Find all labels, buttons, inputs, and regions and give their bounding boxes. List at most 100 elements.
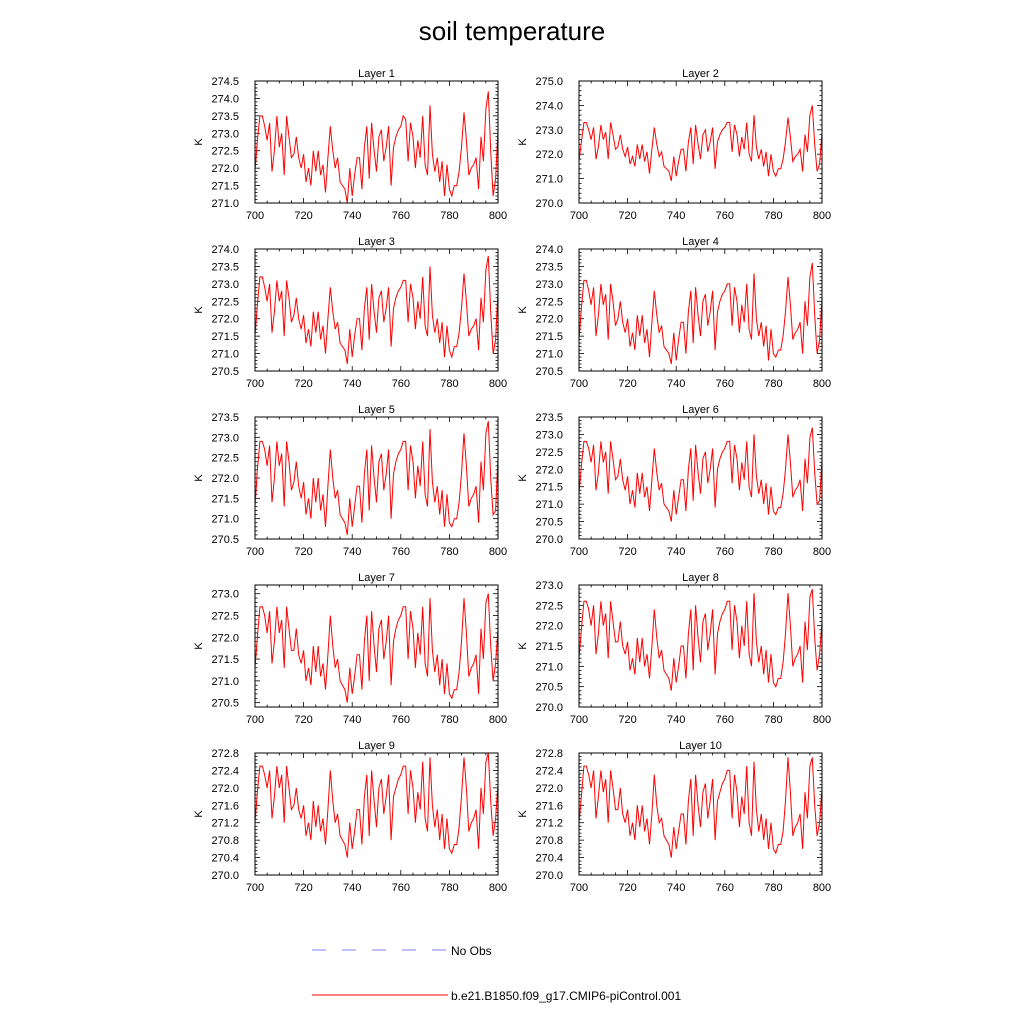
y-tick-label: 271.0 <box>211 198 239 210</box>
y-tick-label: 274.0 <box>211 244 239 256</box>
y-axis-label: K <box>193 642 205 650</box>
x-tick-label: 800 <box>813 546 831 558</box>
x-tick-label: 700 <box>246 882 264 894</box>
x-tick-label: 740 <box>343 546 361 558</box>
plot-frame <box>254 584 499 708</box>
y-tick-label: 271.5 <box>211 181 239 193</box>
panel-title: Layer 2 <box>682 68 719 80</box>
y-axis-label: K <box>517 306 529 314</box>
y-tick-label: 272.5 <box>211 296 239 308</box>
y-tick-label: 275.0 <box>535 76 563 88</box>
panel-title: Layer 9 <box>358 740 395 752</box>
y-tick-label: 272.5 <box>535 447 563 459</box>
y-axis-label: K <box>193 306 205 314</box>
x-tick-label: 800 <box>489 882 507 894</box>
panel-layer-9: Layer 9 K 700 720 740 760 780 800 270.0 270.4 270.… <box>193 740 507 894</box>
y-tick-label: 273.0 <box>211 279 239 291</box>
y-tick-label: 274.0 <box>535 100 563 112</box>
panel-layer-7: Layer 7 K 700 720 740 760 780 800 270.5 271.0 271.… <box>193 572 507 726</box>
y-tick-label: 270.5 <box>535 366 563 378</box>
panel-title: Layer 10 <box>679 740 722 752</box>
x-tick-label: 740 <box>343 714 361 726</box>
legend-no-obs-label: No Obs <box>451 944 492 958</box>
x-tick-label: 780 <box>764 210 782 222</box>
y-tick-label: 271.5 <box>535 482 563 494</box>
x-tick-label: 760 <box>392 378 410 390</box>
plot-frame <box>578 752 823 876</box>
x-tick-label: 720 <box>618 714 636 726</box>
y-tick-label: 270.5 <box>535 517 563 529</box>
x-tick-label: 700 <box>246 546 264 558</box>
y-tick-label: 271.0 <box>535 661 563 673</box>
series-line-model <box>578 427 823 522</box>
figure-title: soil temperature <box>419 16 605 46</box>
x-tick-label: 760 <box>716 882 734 894</box>
x-tick-label: 780 <box>440 714 458 726</box>
y-tick-label: 272.5 <box>535 600 563 612</box>
y-tick-label: 272.0 <box>535 149 563 161</box>
y-tick-label: 273.0 <box>535 429 563 441</box>
y-tick-label: 272.4 <box>211 765 239 777</box>
y-tick-label: 272.4 <box>535 765 563 777</box>
y-tick-label: 272.5 <box>535 296 563 308</box>
y-tick-label: 270.0 <box>211 870 239 882</box>
plot-frame <box>254 80 499 204</box>
panel-layer-10: Layer 10 K 700 720 740 760 780 800 270.0 270.4 270… <box>517 740 831 894</box>
series-line-model <box>578 757 823 858</box>
x-tick-label: 700 <box>570 378 588 390</box>
panel-layer-3: Layer 3 K 700 720 740 760 780 800 270.5 271.0 271.… <box>193 236 507 390</box>
y-tick-label: 274.0 <box>535 244 563 256</box>
y-axis-label: K <box>517 138 529 146</box>
x-tick-label: 700 <box>246 714 264 726</box>
y-tick-label: 271.0 <box>535 499 563 511</box>
y-tick-label: 271.6 <box>535 800 563 812</box>
y-tick-label: 271.6 <box>211 800 239 812</box>
x-tick-label: 800 <box>813 210 831 222</box>
series-line-model <box>254 255 499 365</box>
x-tick-label: 760 <box>392 546 410 558</box>
x-tick-label: 800 <box>489 210 507 222</box>
x-tick-label: 720 <box>294 882 312 894</box>
x-tick-label: 740 <box>667 210 685 222</box>
panels: Layer 1 K 700 720 740 760 780 800 271.0 271.5 272.… <box>193 68 831 894</box>
panel-layer-1: Layer 1 K 700 720 740 760 780 800 271.0 271.5 272.… <box>193 68 507 222</box>
y-tick-label: 272.0 <box>535 314 563 326</box>
x-tick-label: 720 <box>618 210 636 222</box>
x-tick-label: 740 <box>667 714 685 726</box>
x-tick-label: 700 <box>570 546 588 558</box>
panel-title: Layer 3 <box>358 236 395 248</box>
y-tick-label: 271.0 <box>535 349 563 361</box>
y-tick-label: 270.8 <box>535 835 563 847</box>
x-tick-label: 720 <box>618 882 636 894</box>
x-tick-label: 700 <box>246 210 264 222</box>
y-tick-label: 270.0 <box>535 870 563 882</box>
y-tick-label: 274.5 <box>211 76 239 88</box>
y-tick-label: 273.5 <box>535 261 563 273</box>
x-tick-label: 740 <box>343 378 361 390</box>
y-tick-label: 270.0 <box>535 702 563 714</box>
y-tick-label: 272.5 <box>211 453 239 465</box>
y-tick-label: 271.0 <box>535 174 563 186</box>
x-tick-label: 720 <box>294 714 312 726</box>
x-tick-label: 700 <box>246 378 264 390</box>
y-tick-label: 270.4 <box>211 853 239 865</box>
plot-frame <box>254 248 499 372</box>
y-tick-label: 273.0 <box>535 125 563 137</box>
panel-title: Layer 4 <box>682 236 719 248</box>
y-axis-label: K <box>517 810 529 818</box>
y-tick-label: 270.8 <box>211 835 239 847</box>
y-tick-label: 273.0 <box>211 432 239 444</box>
x-tick-label: 760 <box>716 714 734 726</box>
x-tick-label: 740 <box>343 210 361 222</box>
x-tick-label: 720 <box>294 378 312 390</box>
y-tick-label: 273.5 <box>535 412 563 424</box>
series-line-model <box>254 752 499 858</box>
y-tick-label: 272.0 <box>535 464 563 476</box>
y-tick-label: 270.5 <box>535 682 563 694</box>
x-tick-label: 780 <box>764 882 782 894</box>
x-tick-label: 720 <box>294 210 312 222</box>
y-tick-label: 271.5 <box>211 654 239 666</box>
y-tick-label: 271.0 <box>211 514 239 526</box>
x-tick-label: 720 <box>618 546 636 558</box>
